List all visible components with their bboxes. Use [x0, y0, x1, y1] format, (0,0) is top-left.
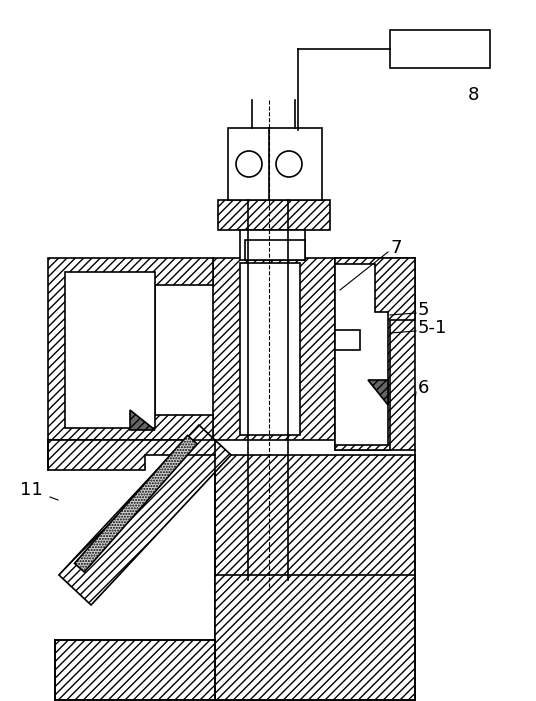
Polygon shape — [368, 380, 388, 405]
Text: 11: 11 — [20, 481, 43, 499]
Polygon shape — [48, 440, 215, 470]
Polygon shape — [335, 264, 388, 445]
Polygon shape — [218, 200, 330, 230]
Text: 5-1: 5-1 — [418, 319, 448, 337]
Polygon shape — [335, 330, 360, 350]
Text: 6: 6 — [418, 379, 429, 397]
Text: 8: 8 — [468, 86, 479, 104]
Polygon shape — [59, 425, 231, 605]
Polygon shape — [240, 230, 305, 260]
Polygon shape — [215, 575, 415, 700]
Polygon shape — [228, 128, 322, 200]
Polygon shape — [130, 410, 155, 430]
Polygon shape — [65, 272, 155, 428]
Polygon shape — [335, 258, 415, 450]
Polygon shape — [48, 258, 213, 440]
Polygon shape — [245, 240, 305, 260]
Polygon shape — [215, 455, 415, 700]
Polygon shape — [240, 263, 300, 435]
Polygon shape — [55, 640, 215, 700]
Polygon shape — [213, 258, 335, 440]
Polygon shape — [75, 435, 197, 572]
Text: 5: 5 — [418, 301, 429, 319]
Polygon shape — [335, 258, 415, 450]
Text: 7: 7 — [390, 239, 401, 257]
Polygon shape — [390, 30, 490, 68]
